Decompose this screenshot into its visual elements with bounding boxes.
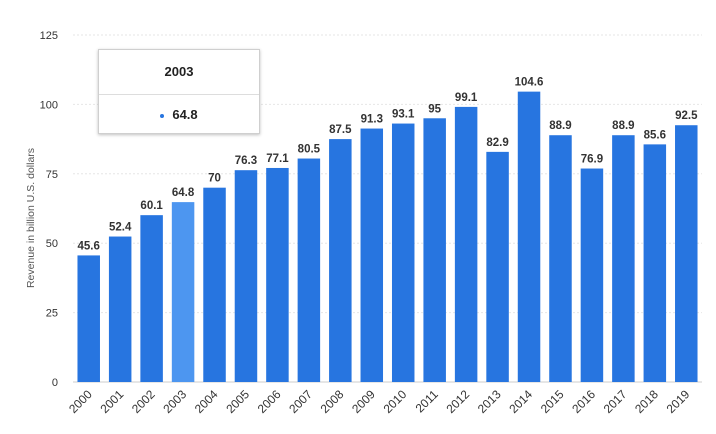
bar-2000[interactable]: [77, 255, 100, 382]
bar-2003[interactable]: [171, 202, 195, 382]
x-tick-label: 2008: [318, 387, 347, 416]
data-label-2005: 76.3: [235, 155, 257, 167]
bar-2019[interactable]: [675, 125, 698, 382]
tooltip-title: 2003: [99, 50, 259, 95]
x-tick-label: 2014: [506, 387, 535, 416]
x-tick-label: 2016: [569, 387, 598, 416]
x-tick-label: 2011: [413, 387, 441, 415]
x-tick-label: 2002: [129, 387, 158, 416]
x-tick-label: 2019: [664, 387, 693, 416]
data-label-2003: 64.8: [172, 187, 195, 199]
x-tick-label: 2001: [98, 387, 127, 416]
y-axis-ticks: 0 25 50 75 100 125: [40, 30, 58, 389]
data-label-2001: 52.4: [109, 222, 132, 234]
x-tick-label: 2000: [66, 387, 95, 416]
x-tick-label: 2018: [632, 387, 661, 416]
x-tick-label: 2010: [381, 387, 410, 416]
data-label-2015: 88.9: [549, 120, 571, 132]
bar-2009[interactable]: [360, 128, 384, 382]
y-tick-label: 125: [40, 30, 58, 42]
tooltip-series-dot-icon: [160, 113, 165, 118]
x-tick-label: 2012: [443, 387, 472, 416]
data-label-2016: 76.9: [581, 154, 603, 166]
x-axis-ticks: 2000 2001 2002 2003 2004 2005 2006 2007 2008 2009…: [66, 387, 693, 416]
data-label-2011: 95: [428, 103, 441, 115]
bar-2011[interactable]: [423, 118, 446, 382]
x-tick-label: 2013: [475, 387, 504, 416]
data-label-2013: 82.9: [486, 137, 508, 149]
bar-2001[interactable]: [108, 236, 132, 382]
data-label-2018: 85.6: [644, 129, 666, 141]
x-tick-label: 2015: [538, 387, 567, 416]
bars: [77, 91, 698, 383]
data-label-2008: 87.5: [329, 124, 352, 136]
bar-2015[interactable]: [549, 135, 572, 382]
bar-2013[interactable]: [486, 151, 509, 382]
tooltip-body: 64.8: [99, 95, 259, 135]
x-tick-label: 2007: [286, 387, 315, 416]
data-label-2006: 77.1: [266, 153, 289, 165]
bar-2016[interactable]: [580, 168, 604, 382]
x-tick-label: 2009: [349, 387, 378, 416]
bar-2018[interactable]: [643, 144, 667, 382]
data-labels: 45.6 52.4 60.1 64.8 70 76.3 77.1 80.5 87.5 91.3 93…: [78, 77, 699, 253]
x-tick-label: 2004: [192, 387, 221, 416]
data-label-2009: 91.3: [361, 114, 383, 126]
y-tick-label: 25: [46, 308, 58, 320]
bar-2017[interactable]: [612, 135, 635, 382]
tooltip: 2003 64.8: [98, 49, 260, 134]
x-tick-label: 2006: [255, 387, 284, 416]
bar-2004[interactable]: [203, 187, 226, 382]
y-axis-label: Revenue in billion U.S. dollars: [25, 148, 37, 288]
bar-2006[interactable]: [266, 167, 289, 382]
x-tick-label: 2005: [223, 387, 252, 416]
data-label-2017: 88.9: [612, 120, 634, 132]
y-tick-label: 100: [40, 99, 58, 111]
y-tick-label: 75: [46, 169, 58, 181]
data-label-2012: 99.1: [455, 92, 478, 104]
data-label-2007: 80.5: [298, 144, 321, 156]
data-label-2014: 104.6: [515, 77, 544, 89]
data-label-2002: 60.1: [140, 200, 163, 212]
bar-2008[interactable]: [329, 139, 352, 382]
data-label-2004: 70: [208, 173, 221, 185]
bar-2002[interactable]: [140, 215, 163, 382]
bar-2010[interactable]: [391, 123, 415, 383]
data-label-2019: 92.5: [675, 110, 698, 122]
y-tick-label: 50: [46, 238, 58, 250]
bar-2005[interactable]: [234, 170, 258, 382]
data-label-2000: 45.6: [78, 240, 100, 252]
bar-2007[interactable]: [297, 158, 321, 382]
bar-2012[interactable]: [454, 106, 478, 382]
tooltip-value: 64.8: [172, 107, 198, 122]
x-tick-label: 2003: [160, 387, 189, 416]
data-label-2010: 93.1: [392, 109, 415, 121]
bar-2014[interactable]: [517, 91, 541, 382]
y-tick-label: 0: [52, 377, 58, 389]
x-tick-label: 2017: [601, 387, 630, 416]
